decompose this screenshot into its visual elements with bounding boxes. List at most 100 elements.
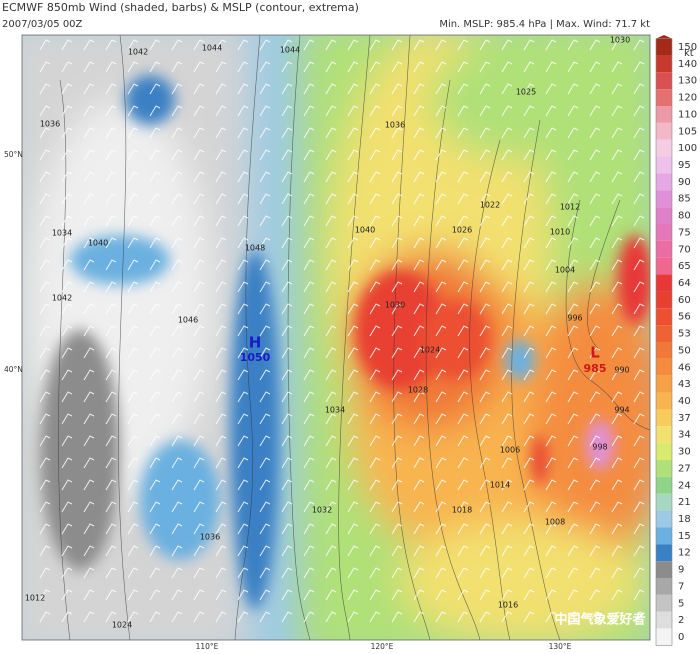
wind-barb [523,567,535,579]
wind-barb [567,501,579,513]
low-value: 985 [584,362,607,375]
wind-barb [589,611,601,623]
wind-barb [523,215,535,227]
contour-label: 1034 [325,406,345,415]
wind-barb [149,325,161,337]
wind-barb [61,611,73,623]
wind-barb [259,501,271,513]
wind-barb [501,61,513,73]
wind-barb [567,589,579,601]
wind-barb [545,149,557,161]
wind-barb [435,237,447,249]
wind-barb [149,281,161,293]
wind-barb [413,325,425,337]
wind-barb [149,479,161,491]
colorbar-label: 85 [678,194,691,205]
wind-barb [589,149,601,161]
wind-barb [39,611,51,623]
wind-barb [281,193,293,205]
wind-barb [105,303,117,315]
wind-barb [501,347,513,359]
wind-barb [589,171,601,183]
wind-barb [347,325,359,337]
wind-barb [83,457,95,469]
wind-barb [369,171,381,183]
wind-barb [567,105,579,117]
wind-barb [127,347,139,359]
contour-label: 1036 [385,121,405,130]
lat-label: 50°N [4,150,23,159]
wind-barb [611,391,623,403]
wind-barb [105,589,117,601]
wind-barb [633,259,645,271]
wind-barb [149,61,161,73]
wind-barb [215,237,227,249]
wind-barb [193,149,205,161]
wind-barb [215,391,227,403]
colorbar-label: 100 [678,143,697,154]
wind-barb [171,171,183,183]
wind-barb [545,127,557,139]
wind-barb [39,281,51,293]
wind-barb [611,611,623,623]
wind-barb [589,413,601,425]
wind-barb [39,215,51,227]
colorbar-label: 30 [678,447,691,458]
wind-barb [259,171,271,183]
wind-barb [193,567,205,579]
wind-barb [171,391,183,403]
watermark: 中国气象爱好者 [554,612,645,628]
wind-barb [633,325,645,337]
colorbar-label: 60 [678,295,691,306]
wind-barb [567,435,579,447]
wind-barb [61,413,73,425]
contour-label: 1042 [128,48,148,57]
colorbar-label: 27 [678,463,691,474]
wind-barb [523,39,535,51]
wind-barb [61,83,73,95]
wind-barb [523,347,535,359]
wind-barb [325,325,337,337]
wind-barb [171,39,183,51]
wind-barb [435,369,447,381]
colorbar-label: 56 [678,312,691,323]
colorbar-label: 37 [678,413,691,424]
wind-barb [611,369,623,381]
colorbar-label: 75 [678,227,691,238]
colorbar-label: 15 [678,531,691,542]
wind-barb [105,83,117,95]
wind-barb [61,259,73,271]
wind-barb [523,149,535,161]
wind-barb [303,369,315,381]
wind-barb [83,391,95,403]
wind-barb [127,83,139,95]
wind-barb [61,215,73,227]
colorbar-segment [656,240,672,258]
wind-barb [215,611,227,623]
wind-barb [83,589,95,601]
low-symbol: L [590,344,600,362]
wind-barb [105,611,117,623]
wind-barb [127,435,139,447]
wind-barb [237,369,249,381]
wind-barb [435,589,447,601]
wind-barb [281,413,293,425]
wind-barb [303,281,315,293]
wind-barb [589,127,601,139]
wind-barb [413,545,425,557]
wind-barb [633,545,645,557]
wind-barb [149,215,161,227]
wind-barb [325,303,337,315]
wind-barb [237,325,249,337]
wind-barb [61,193,73,205]
wind-barb [369,39,381,51]
wind-barb [567,193,579,205]
wind-barb [369,413,381,425]
wind-barb [39,567,51,579]
wind-barb [589,435,601,447]
contour-label: 1014 [490,481,510,490]
wind-barb [413,149,425,161]
wind-barb [413,369,425,381]
wind-barb [259,83,271,95]
wind-barb [391,413,403,425]
